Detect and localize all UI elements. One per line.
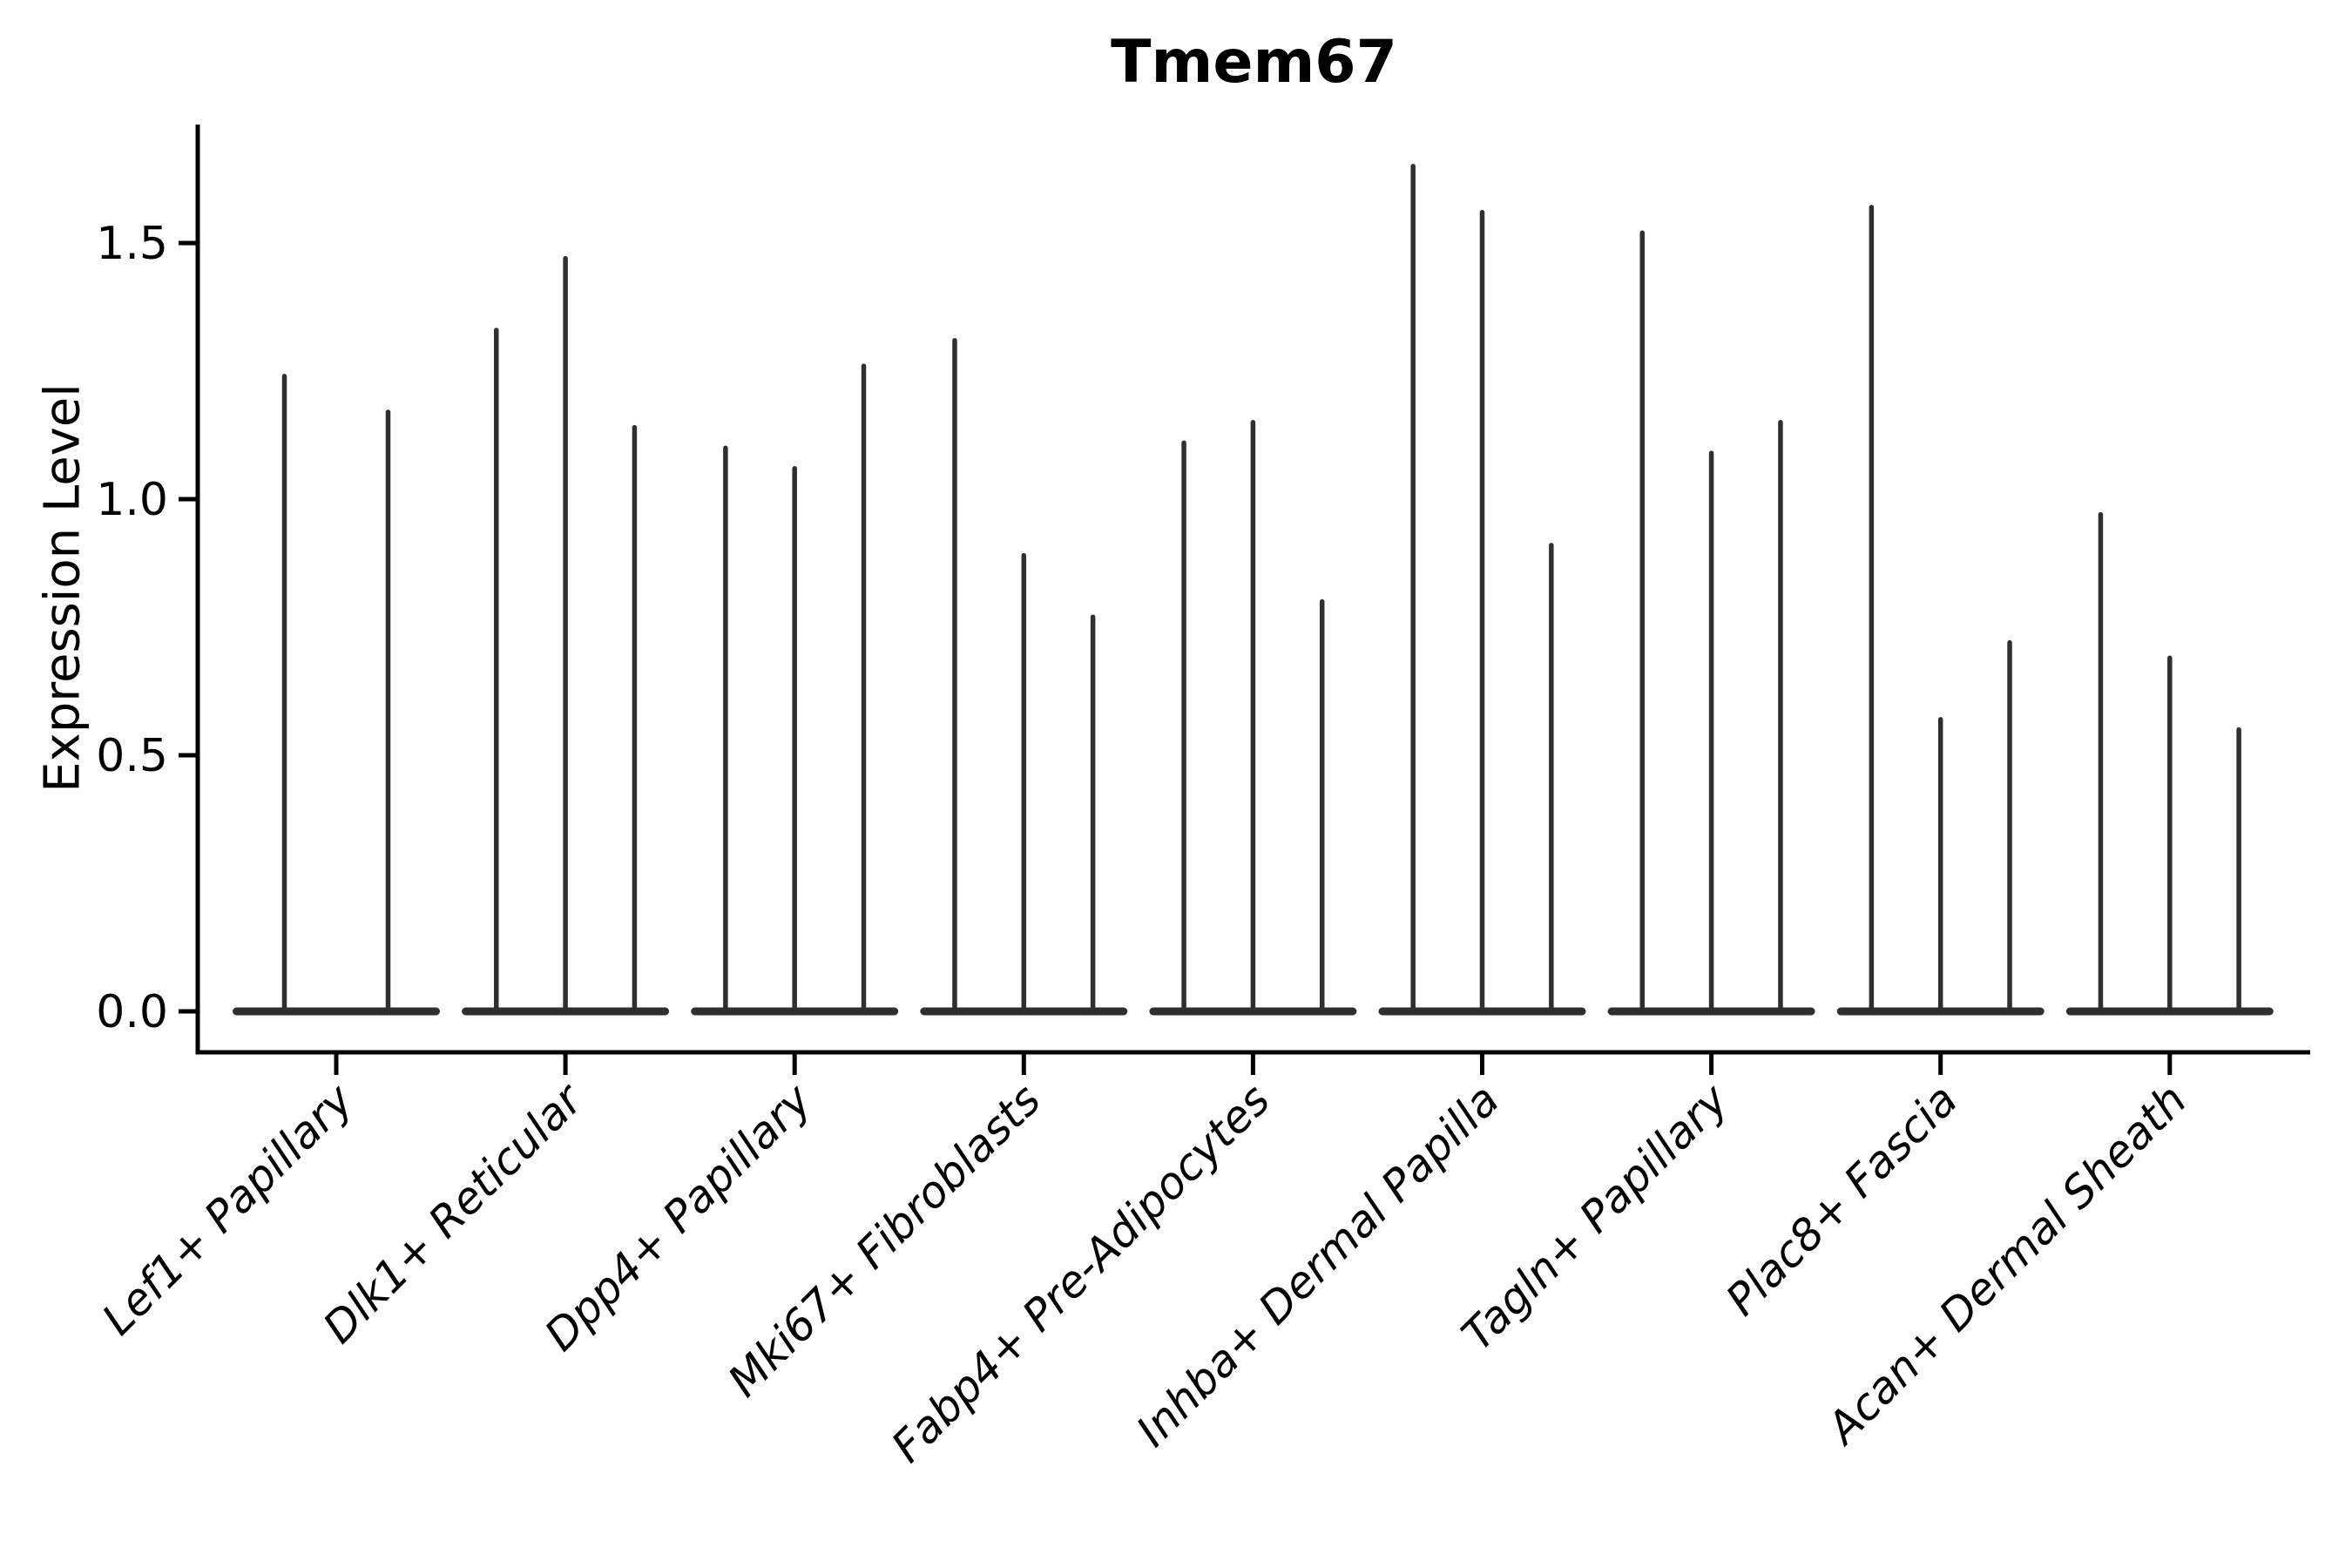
x-tick-label: Inhba+ Dermal Papilla	[1127, 1074, 1509, 1456]
x-tick-label: Acan+ Dermal Sheath	[1815, 1074, 2196, 1455]
y-tick-label: 1.5	[96, 218, 168, 270]
x-tick-label: Fabp4+ Pre-Adipocytes	[882, 1074, 1280, 1472]
violin-base-blob	[233, 1007, 440, 1016]
y-tick-label: 1.0	[96, 474, 168, 526]
x-tick-label: Plac8+ Fascia	[1716, 1074, 1967, 1325]
y-tick-label: 0.5	[96, 730, 168, 782]
chart-title: Tmem67	[1111, 28, 1397, 97]
x-tick-label: Lef1+ Papillary	[92, 1073, 363, 1344]
y-tick-label: 0.0	[96, 986, 168, 1038]
